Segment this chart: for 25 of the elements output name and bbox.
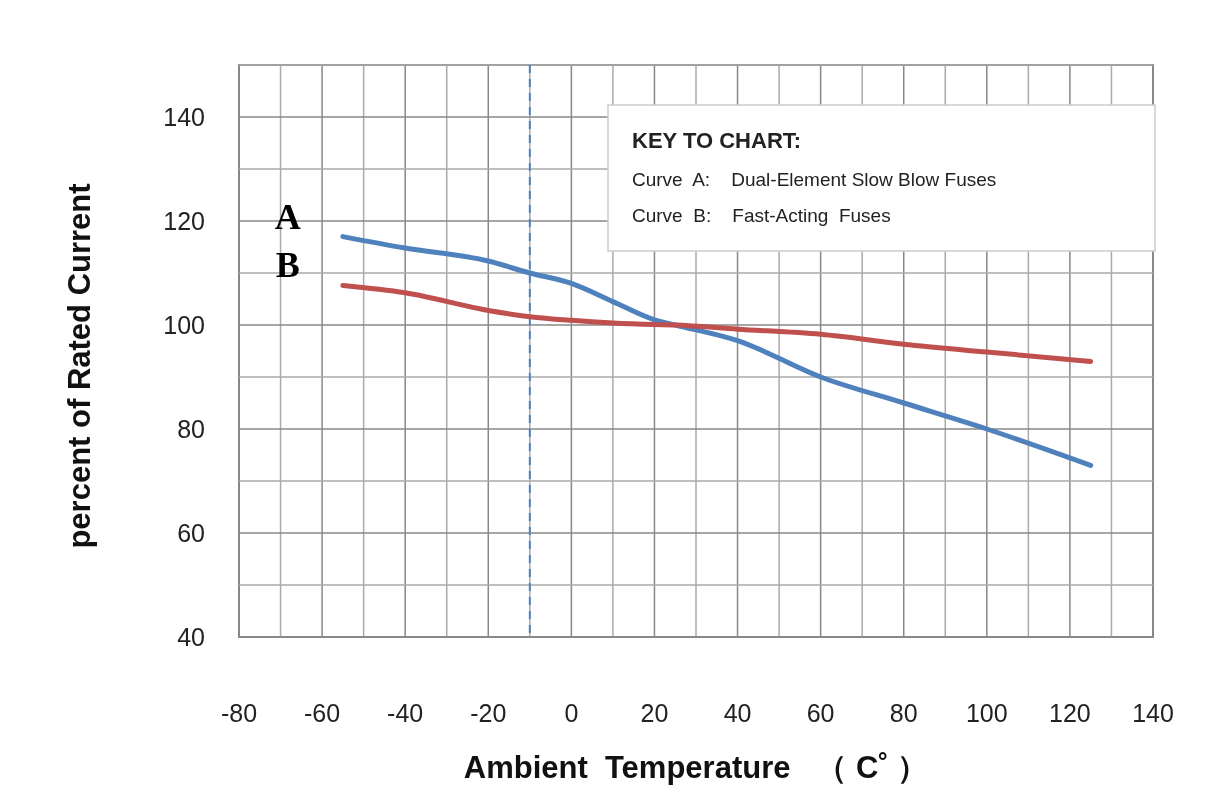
x-tick-label: 20	[640, 699, 669, 727]
x-tick-label: -40	[387, 699, 424, 727]
y-tick-label: 80	[177, 415, 205, 443]
x-tick-label: -80	[220, 699, 258, 727]
x-axis-title: Ambient Temperature （ C˚ ）	[463, 750, 929, 785]
x-tick-label: -60	[304, 699, 341, 727]
annotation: KEY TO CHART:	[632, 128, 802, 153]
x-tick-label: 120	[1049, 699, 1091, 727]
series-label: B	[275, 245, 300, 286]
y-tick-label: 140	[163, 103, 205, 131]
y-tick-label: 60	[177, 519, 205, 547]
y-tick-label: 120	[163, 207, 205, 235]
x-tick-label: 60	[806, 699, 835, 727]
x-tick-label: 100	[965, 699, 1008, 727]
series-label: A	[274, 196, 301, 237]
y-tick-label: 40	[177, 623, 205, 651]
x-tick-label: 80	[889, 699, 918, 727]
x-tick-label: 40	[723, 699, 752, 727]
annotation: Curve B: Fast-Acting Fuses	[632, 205, 891, 226]
annotation: Curve A: Dual-Element Slow Blow Fuses	[632, 169, 997, 190]
x-tick-label: -20	[470, 699, 507, 727]
y-tick-label: 100	[163, 311, 205, 339]
y-axis-title: percent of Rated Current	[62, 183, 97, 549]
x-tick-label: 0	[564, 699, 579, 727]
x-tick-label: 140	[1132, 699, 1174, 727]
